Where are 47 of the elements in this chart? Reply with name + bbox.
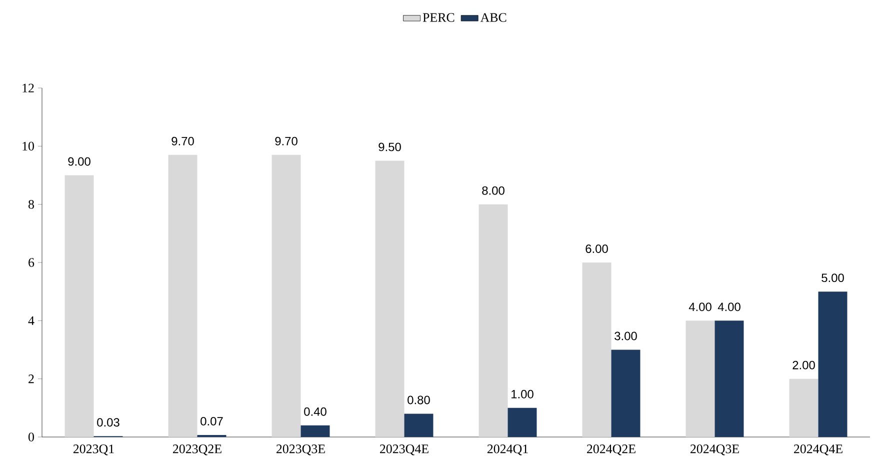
bar xyxy=(300,425,330,437)
bar xyxy=(686,320,715,437)
bar xyxy=(818,292,848,437)
x-tick-label: 2023Q1 xyxy=(73,444,114,456)
data-label: 0.80 xyxy=(408,396,430,404)
x-tick-label: 2024Q2E xyxy=(586,444,636,456)
bar xyxy=(375,160,404,437)
x-tick-label: 2024Q1 xyxy=(487,444,528,456)
data-label: 6.00 xyxy=(586,244,608,253)
x-tick-label: 2023Q4E xyxy=(380,444,428,456)
data-label: 9.70 xyxy=(275,136,298,146)
data-label: 0.40 xyxy=(304,407,326,416)
bar xyxy=(478,204,508,437)
bar xyxy=(714,320,744,437)
data-label: 9.50 xyxy=(378,142,401,152)
y-tick-label: 4 xyxy=(28,316,34,325)
bar xyxy=(611,350,640,437)
y-tick-label: 6 xyxy=(28,258,34,267)
x-tick-label: 2024Q4E xyxy=(794,444,842,456)
bar xyxy=(582,262,612,437)
data-label: 0.07 xyxy=(200,416,223,426)
data-label: 0.03 xyxy=(97,418,120,427)
data-label: 5.00 xyxy=(822,274,844,282)
x-tick-label: 2023Q2E xyxy=(172,444,222,456)
y-tick-label: 2 xyxy=(28,374,34,384)
legend-label: ABC xyxy=(480,13,506,22)
bar xyxy=(168,154,198,437)
y-tick-label: 12 xyxy=(22,84,34,92)
bar xyxy=(508,408,537,437)
data-label: 8.00 xyxy=(482,186,504,195)
x-tick-label: 2023Q3E xyxy=(276,444,325,456)
data-label: 2.00 xyxy=(792,360,815,370)
data-label: 9.00 xyxy=(68,157,90,166)
bar xyxy=(789,378,818,437)
data-label: 4.00 xyxy=(688,302,712,312)
legend-label: PERC xyxy=(422,13,454,22)
y-tick-label: 8 xyxy=(28,200,34,209)
y-tick-label: 0 xyxy=(28,432,34,442)
y-tick-label: 10 xyxy=(22,142,34,151)
bar xyxy=(404,414,434,437)
data-label: 9.70 xyxy=(172,136,194,146)
bar xyxy=(64,175,94,437)
bar xyxy=(272,154,301,437)
data-label: 3.00 xyxy=(614,332,637,340)
data-label: 4.00 xyxy=(718,302,740,312)
x-tick-label: 2024Q3E xyxy=(690,444,739,456)
data-label: 1.00 xyxy=(512,390,534,398)
